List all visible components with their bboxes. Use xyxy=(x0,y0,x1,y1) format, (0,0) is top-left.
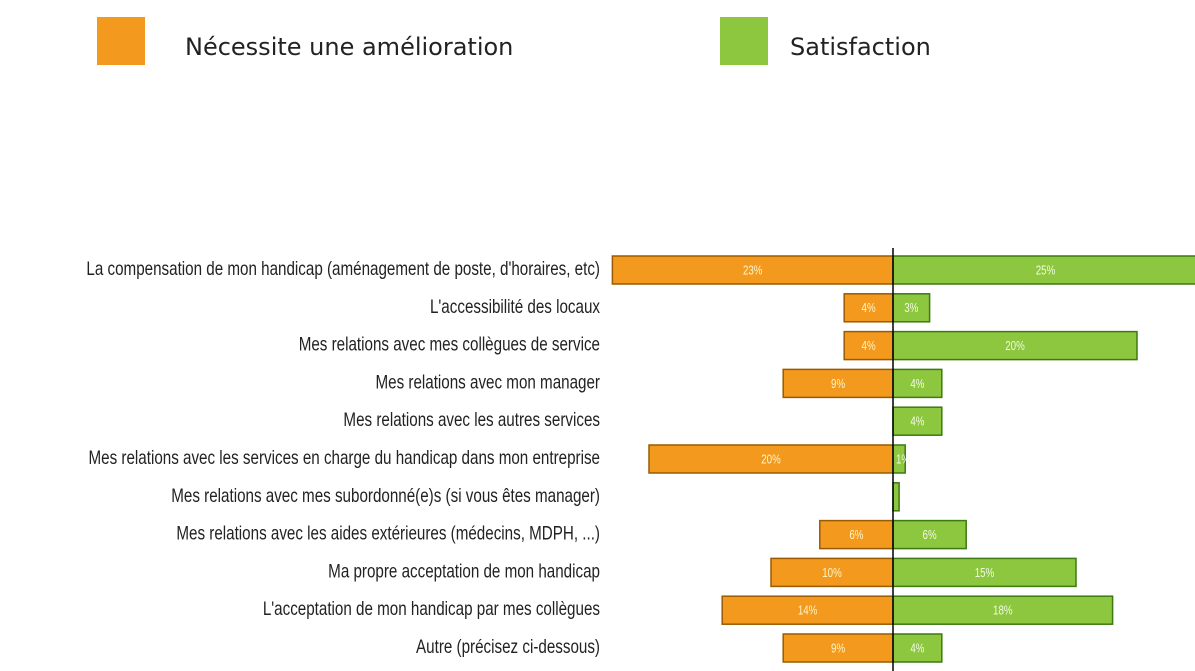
value-label: 4% xyxy=(910,642,924,656)
category-label: Mes relations avec mes collègues de serv… xyxy=(299,333,600,355)
legend-swatch xyxy=(97,17,145,65)
value-label: 20% xyxy=(761,453,781,467)
bar xyxy=(843,293,894,323)
legend-label: Nécessite une amélioration xyxy=(185,33,513,61)
bar xyxy=(721,595,894,625)
legend-label: Satisfaction xyxy=(790,33,931,61)
value-label: 6% xyxy=(849,529,863,543)
bar xyxy=(611,255,894,285)
value-label: 4% xyxy=(910,415,924,429)
category-label: Mes relations avec les aides extérieures… xyxy=(176,522,600,544)
value-label: 4% xyxy=(862,302,876,316)
value-label: 14% xyxy=(798,604,818,618)
bar xyxy=(892,595,1114,625)
category-labels: La compensation de mon handicap (aménage… xyxy=(86,257,600,657)
category-label: Mes relations avec mon manager xyxy=(375,371,600,393)
bar xyxy=(648,444,894,474)
category-label: L'accessibilité des locaux xyxy=(430,295,600,317)
category-label: Mes relations avec mes subordonné(e)s (s… xyxy=(171,484,600,506)
value-label: 4% xyxy=(910,378,924,392)
value-label: 20% xyxy=(1005,340,1025,354)
value-label: 23% xyxy=(743,264,763,278)
category-label: Mes relations avec les services en charg… xyxy=(89,446,600,468)
category-label: La compensation de mon handicap (aménage… xyxy=(86,257,600,279)
value-label: 9% xyxy=(831,642,845,656)
value-label: 15% xyxy=(975,567,995,581)
category-label: Ma propre acceptation de mon handicap xyxy=(328,560,600,582)
value-label: 1% xyxy=(896,453,910,467)
bar xyxy=(819,519,894,550)
bar xyxy=(892,519,967,550)
bar xyxy=(782,633,894,663)
value-label: 6% xyxy=(923,529,937,543)
bar xyxy=(843,330,894,361)
category-label: L'acceptation de mon handicap par mes co… xyxy=(263,598,600,620)
value-label: 10% xyxy=(822,567,842,581)
value-label: 4% xyxy=(862,340,876,354)
bar xyxy=(892,293,931,323)
bar xyxy=(892,368,943,399)
bar xyxy=(892,557,1077,588)
value-label: 18% xyxy=(993,604,1013,618)
category-label: Autre (précisez ci-dessous) xyxy=(416,635,600,657)
value-label: 9% xyxy=(831,378,845,392)
category-label: Mes relations avec les autres services xyxy=(343,409,600,431)
value-label: 25% xyxy=(1036,264,1056,278)
bar xyxy=(892,406,943,436)
bar xyxy=(892,633,943,663)
bar xyxy=(770,557,894,588)
legend-swatch xyxy=(720,17,768,65)
value-label: 3% xyxy=(904,302,918,316)
bar xyxy=(892,482,900,512)
